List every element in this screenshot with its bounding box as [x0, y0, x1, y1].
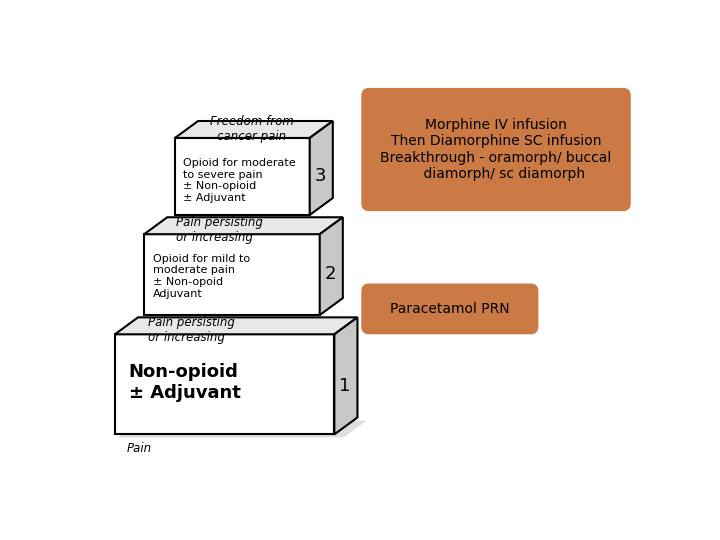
Polygon shape	[118, 421, 366, 437]
FancyBboxPatch shape	[361, 88, 631, 211]
Text: Opioid for moderate
to severe pain
± Non-opioid
± Adjuvant: Opioid for moderate to severe pain ± Non…	[183, 158, 295, 202]
Text: Opioid for mild to
moderate pain
± Non-op​oid
Adjuvant: Opioid for mild to moderate pain ± Non-o…	[153, 254, 251, 299]
Polygon shape	[115, 334, 334, 434]
Polygon shape	[144, 217, 343, 234]
Text: 2: 2	[325, 265, 336, 284]
Text: Freedom from
cancer pain: Freedom from cancer pain	[210, 116, 294, 144]
Text: Pain persisting
or increasing: Pain persisting or increasing	[148, 316, 235, 345]
Text: 1: 1	[339, 376, 351, 395]
Text: Pain persisting
or increasing: Pain persisting or increasing	[176, 217, 264, 244]
Polygon shape	[175, 121, 333, 138]
Text: 3: 3	[315, 167, 326, 185]
Polygon shape	[115, 318, 357, 334]
Text: Pain: Pain	[127, 442, 152, 455]
Text: Morphine IV infusion
Then Diamorphine SC infusion
Breakthrough - oramorph/ bucca: Morphine IV infusion Then Diamorphine SC…	[380, 118, 612, 181]
FancyBboxPatch shape	[361, 284, 539, 334]
Polygon shape	[310, 121, 333, 215]
Polygon shape	[144, 234, 320, 315]
Text: Paracetamol PRN: Paracetamol PRN	[390, 302, 510, 316]
Polygon shape	[320, 217, 343, 315]
Polygon shape	[334, 318, 357, 434]
Polygon shape	[175, 138, 310, 215]
Text: Non-opioid
± Adjuvant: Non-opioid ± Adjuvant	[129, 363, 240, 402]
